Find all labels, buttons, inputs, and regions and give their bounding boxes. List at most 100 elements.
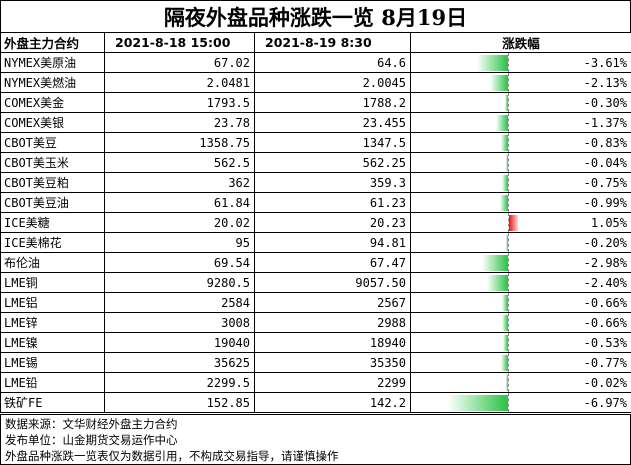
table-row: 铁矿FE 152.85 142.2 -6.97%: [0, 392, 631, 413]
change-cell: -2.13%: [410, 72, 631, 93]
curr-price: 1347.5: [254, 132, 411, 153]
change-cell: -0.53%: [410, 332, 631, 353]
change-cell: -1.37%: [410, 112, 631, 133]
change-bar-down: [501, 355, 508, 371]
change-cell: -0.20%: [410, 232, 631, 253]
footer-source: 数据来源：文华财经外盘主力合约: [5, 417, 178, 431]
table-row: LME锡 35625 35350 -0.77%: [0, 352, 631, 373]
contract-name: LME锌: [0, 312, 105, 333]
change-bar-down: [502, 295, 508, 311]
footer-notes: 数据来源：文华财经外盘主力合约 发布单位：山金期货交易运作中心 外盘品种涨跌一览…: [0, 414, 631, 465]
prev-price: 95: [104, 232, 255, 253]
table-row: LME铅 2299.5 2299 -0.02%: [0, 372, 631, 393]
contract-name: 铁矿FE: [0, 392, 105, 413]
change-percent: -2.13%: [583, 76, 627, 90]
change-bar-down: [505, 95, 508, 111]
change-percent: -0.66%: [583, 316, 627, 330]
change-bar-down: [500, 135, 508, 151]
table-row: 布伦油 69.54 67.47 -2.98%: [0, 252, 631, 273]
table-row: CBOT美豆 1358.75 1347.5 -0.83%: [0, 132, 631, 153]
zero-axis: [508, 133, 509, 152]
contract-name: 布伦油: [0, 252, 105, 273]
curr-price: 18940: [254, 332, 411, 353]
header-row: 外盘主力合约 2021-8-18 15:00 2021-8-19 8:30 涨跌…: [0, 32, 631, 53]
change-percent: -6.97%: [583, 396, 627, 410]
prev-price: 2584: [104, 292, 255, 313]
change-cell: -3.61%: [410, 52, 631, 73]
curr-price: 562.25: [254, 152, 411, 173]
change-cell: -0.30%: [410, 92, 631, 113]
curr-price: 9057.50: [254, 272, 411, 293]
curr-price: 94.81: [254, 232, 411, 253]
curr-price: 67.47: [254, 252, 411, 273]
prev-price: 20.02: [104, 212, 255, 233]
zero-axis: [508, 93, 509, 112]
table-row: LME铝 2584 2567 -0.66%: [0, 292, 631, 313]
contract-name: COMEX美金: [0, 92, 105, 113]
change-percent: -0.53%: [583, 336, 627, 350]
prev-price: 2.0481: [104, 72, 255, 93]
zero-axis: [508, 273, 509, 292]
change-percent: -0.04%: [583, 156, 627, 170]
zero-axis: [508, 373, 509, 392]
change-bar-down: [506, 155, 508, 171]
change-cell: -0.04%: [410, 152, 631, 173]
change-percent: -0.77%: [583, 356, 627, 370]
contract-name: CBOT美玉米: [0, 152, 105, 173]
change-bar-down: [506, 375, 508, 391]
contract-name: LME铝: [0, 292, 105, 313]
prev-price: 23.78: [104, 112, 255, 133]
table-row: NYMEX美燃油 2.0481 2.0045 -2.13%: [0, 72, 631, 93]
table-row: COMEX美银 23.78 23.455 -1.37%: [0, 112, 631, 133]
change-cell: -0.83%: [410, 132, 631, 153]
zero-axis: [508, 353, 509, 372]
curr-price: 23.455: [254, 112, 411, 133]
change-bar-down: [489, 75, 508, 91]
contract-name: COMEX美银: [0, 112, 105, 133]
contract-name: LME铅: [0, 372, 105, 393]
curr-price: 64.6: [254, 52, 411, 73]
prev-price: 3008: [104, 312, 255, 333]
zero-axis: [508, 313, 509, 332]
contract-name: LME镍: [0, 332, 105, 353]
change-percent: -0.30%: [583, 96, 627, 110]
change-percent: -2.98%: [583, 256, 627, 270]
prev-price: 35625: [104, 352, 255, 373]
table-row: LME锌 3008 2988 -0.66%: [0, 312, 631, 333]
change-bar-down: [496, 115, 508, 131]
zero-axis: [508, 233, 509, 252]
change-cell: -2.98%: [410, 252, 631, 273]
change-percent: -3.61%: [583, 56, 627, 70]
prev-price: 1358.75: [104, 132, 255, 153]
zero-axis: [508, 333, 509, 352]
contract-name: NYMEX美燃油: [0, 72, 105, 93]
change-bar-down: [487, 275, 508, 291]
contract-name: NYMEX美原油: [0, 52, 105, 73]
contract-name: ICE美棉花: [0, 232, 105, 253]
zero-axis: [508, 253, 509, 272]
curr-price: 142.2: [254, 392, 411, 413]
change-cell: -0.99%: [410, 192, 631, 213]
zero-axis: [508, 113, 509, 132]
change-bar-down: [499, 195, 508, 211]
prev-price: 1793.5: [104, 92, 255, 113]
table-body: NYMEX美原油 67.02 64.6 -3.61% NYMEX美燃油 2.0481 2.0…: [0, 52, 631, 413]
prev-price: 61.84: [104, 192, 255, 213]
change-bar-down: [503, 335, 508, 351]
header-curr-time: 2021-8-19 8:30: [254, 32, 411, 53]
change-cell: -6.97%: [410, 392, 631, 413]
change-bar-down: [482, 255, 508, 271]
prev-price: 67.02: [104, 52, 255, 73]
zero-axis: [508, 53, 509, 72]
change-bar-down: [501, 175, 508, 191]
change-percent: -0.02%: [583, 376, 627, 390]
curr-price: 2567: [254, 292, 411, 313]
contract-name: LME铜: [0, 272, 105, 293]
change-cell: -0.02%: [410, 372, 631, 393]
header-contract: 外盘主力合约: [0, 32, 105, 53]
price-table: 外盘主力合约 2021-8-18 15:00 2021-8-19 8:30 涨跌…: [0, 32, 631, 413]
table-row: ICE美棉花 95 94.81 -0.20%: [0, 232, 631, 253]
zero-axis: [508, 153, 509, 172]
change-cell: -0.75%: [410, 172, 631, 193]
zero-axis: [508, 173, 509, 192]
